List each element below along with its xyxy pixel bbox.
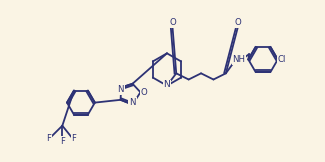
Text: N: N bbox=[129, 98, 136, 107]
Text: Cl: Cl bbox=[278, 55, 286, 64]
Text: N: N bbox=[117, 85, 124, 94]
Text: NH: NH bbox=[232, 55, 245, 64]
Text: O: O bbox=[235, 18, 241, 27]
Text: F: F bbox=[46, 134, 51, 143]
Text: F: F bbox=[60, 137, 65, 146]
Text: O: O bbox=[141, 88, 148, 97]
Text: O: O bbox=[169, 18, 176, 27]
Text: F: F bbox=[72, 134, 76, 143]
Text: N: N bbox=[163, 80, 170, 89]
